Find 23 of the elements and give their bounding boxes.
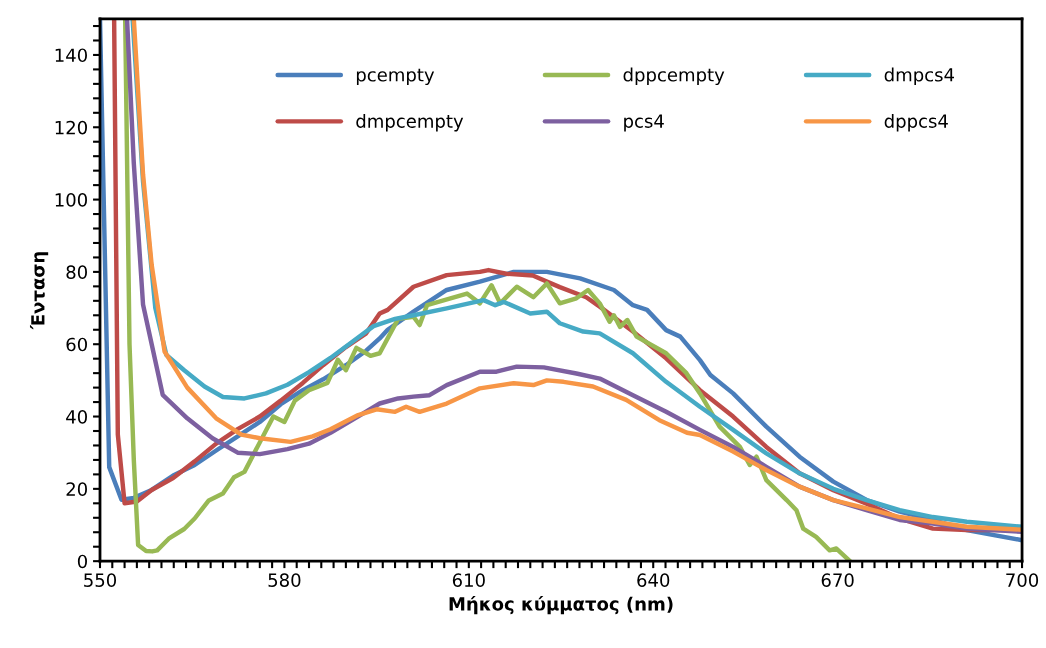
x-axis-title: Μήκος κύμματος (nm) <box>449 596 673 615</box>
y-tick-label: 0 <box>77 554 87 569</box>
line-series <box>122 18 853 562</box>
legend-label: dppcs4 <box>884 113 948 132</box>
x-tick-label: 700 <box>1006 573 1039 587</box>
x-tick-label: 640 <box>637 573 670 587</box>
y-tick-label: 140 <box>55 48 87 63</box>
legend-label: dmpcempty <box>356 113 464 132</box>
y-tick-label: 80 <box>66 265 87 280</box>
y-tick-label: 20 <box>66 482 87 496</box>
x-tick-label: 550 <box>84 573 117 587</box>
legend-label: pcempty <box>356 68 435 86</box>
x-tick-label: 610 <box>452 573 485 587</box>
x-tick-label: 580 <box>268 573 301 587</box>
y-tick-label: 60 <box>66 337 87 352</box>
legend-label: dmpcs4 <box>884 67 955 86</box>
y-tick-label: 100 <box>55 193 87 207</box>
y-axis-title: Ένταση <box>29 252 49 330</box>
legend-label: dppcempty <box>623 67 725 86</box>
y-tick-label: 40 <box>66 409 87 424</box>
legend-label: pcs4 <box>624 114 664 132</box>
y-tick-label: 120 <box>55 120 87 135</box>
x-tick-label: 670 <box>821 573 854 587</box>
